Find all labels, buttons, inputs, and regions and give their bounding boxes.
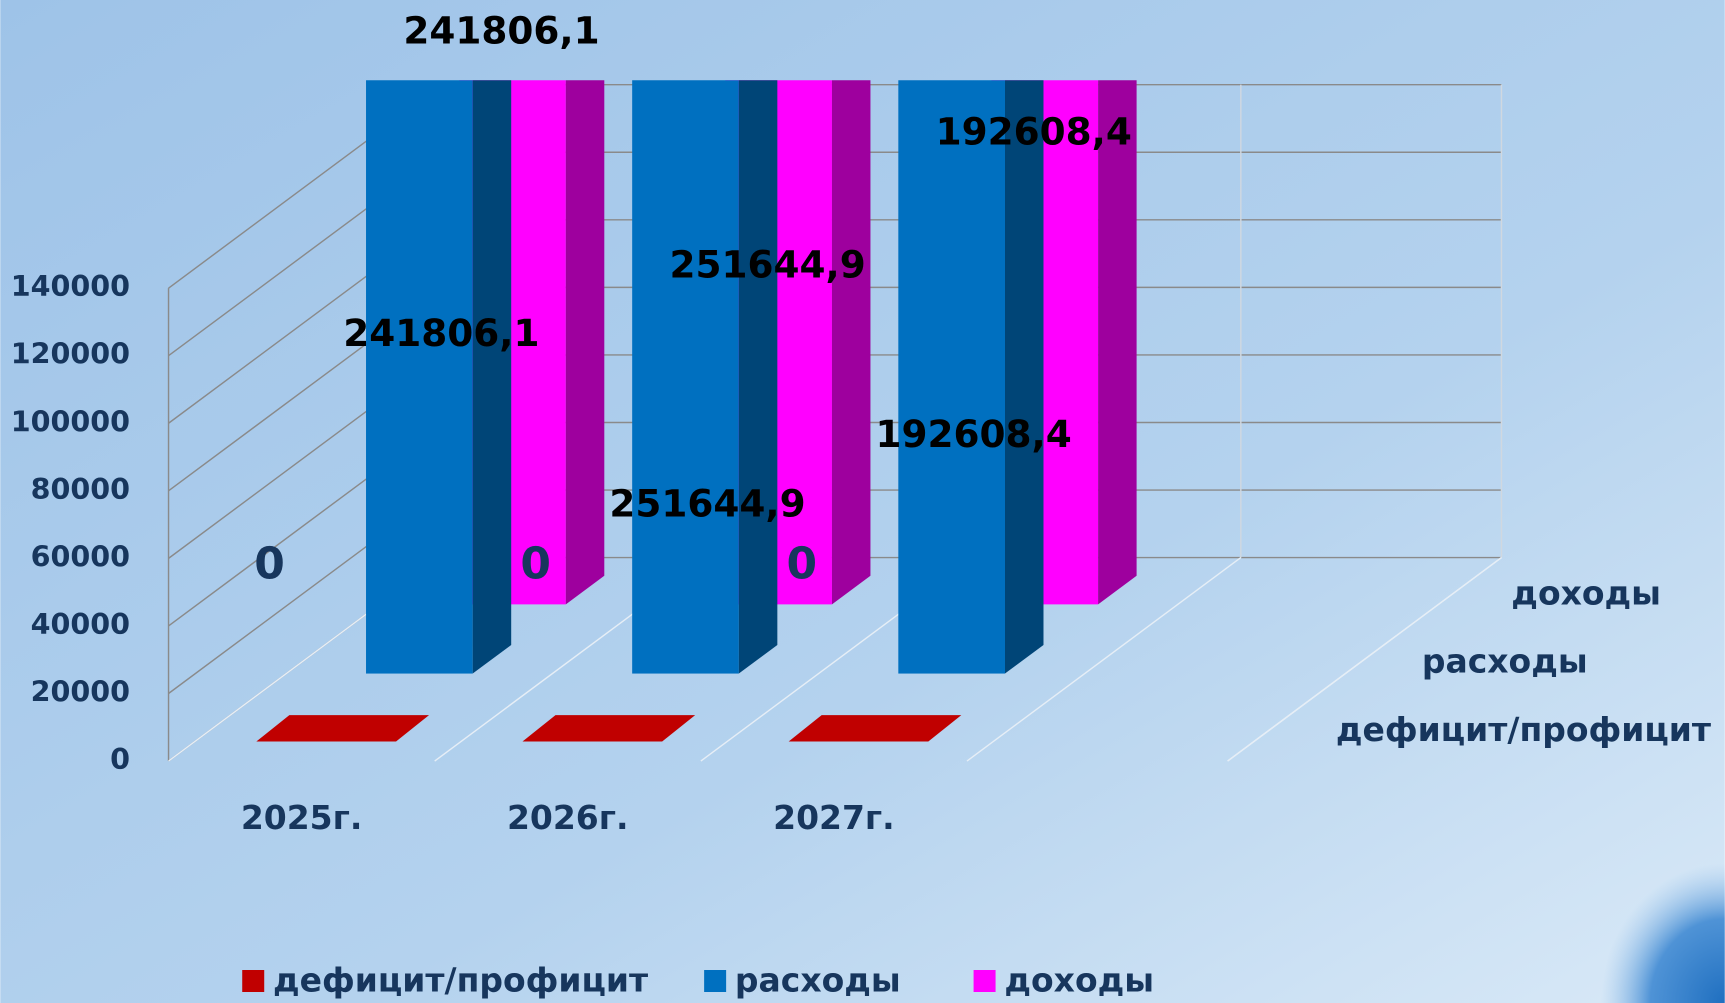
data-label: 192608,4	[936, 110, 1132, 154]
bar-side	[738, 80, 778, 674]
bar-side	[831, 80, 871, 605]
y-tick-label: 60000	[31, 539, 130, 573]
bar	[632, 80, 778, 674]
bar-face	[788, 715, 962, 742]
x-tick-label: 2026г.	[507, 798, 629, 837]
legend-label: дефицит/профицит	[273, 961, 648, 1000]
bar-face	[256, 715, 430, 742]
series-axis-label: дефицит/профицит	[1336, 710, 1711, 749]
bar-front	[632, 80, 739, 674]
bar-face	[522, 715, 696, 742]
data-label: 251644,9	[609, 481, 805, 525]
data-label: 0	[254, 538, 285, 589]
y-tick-label: 140000	[11, 269, 130, 303]
bar-side	[1098, 80, 1137, 605]
bar-side	[565, 80, 605, 605]
bar-front	[366, 80, 473, 674]
series-axis-label: доходы	[1511, 573, 1661, 612]
bar	[256, 715, 430, 742]
series-axis-label: расходы	[1422, 642, 1588, 681]
y-tick-label: 80000	[31, 472, 130, 506]
y-tick-label: 20000	[31, 674, 130, 708]
x-tick-label: 2025г.	[241, 798, 363, 837]
legend-label: расходы	[735, 961, 901, 1000]
legend-swatch	[704, 970, 727, 993]
bar	[522, 715, 696, 742]
bar-side	[1004, 80, 1044, 674]
bar	[898, 80, 1044, 674]
legend-swatch	[973, 970, 996, 993]
bar	[788, 715, 962, 742]
data-label: 241806,1	[343, 311, 539, 355]
data-label: 251644,9	[669, 243, 865, 287]
bar-front	[898, 80, 1005, 674]
bar-side	[472, 80, 512, 674]
bar	[366, 80, 512, 674]
x-tick-label: 2027г.	[773, 798, 895, 837]
corner-decoration	[1517, 769, 1725, 1003]
depth-axis	[1227, 557, 1502, 762]
plot	[256, 80, 1137, 742]
y-tick-label: 120000	[11, 337, 130, 371]
y-tick-label: 100000	[11, 404, 130, 438]
data-label: 241806,1	[403, 8, 599, 52]
floor-line	[966, 557, 1242, 762]
y-tick-label: 40000	[31, 607, 130, 641]
data-label: 0	[520, 538, 551, 589]
data-label: 192608,4	[876, 412, 1072, 456]
legend-label: доходы	[1004, 961, 1154, 1000]
y-tick-label: 0	[110, 742, 130, 776]
legend-swatch	[242, 970, 265, 993]
data-label: 0	[787, 538, 818, 589]
